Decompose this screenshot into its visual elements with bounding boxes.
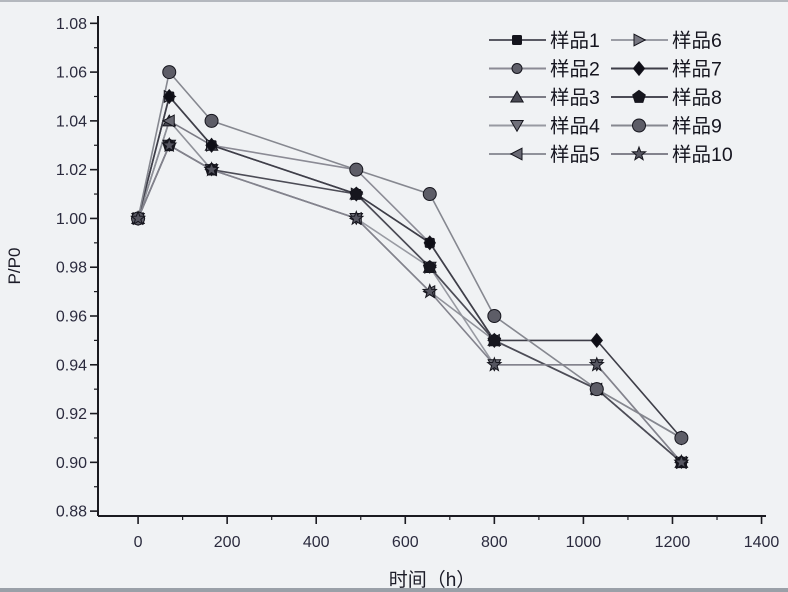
- series-line: [137, 95, 682, 463]
- y-tick-label: 1.06: [56, 65, 87, 82]
- data-point-marker-diamond: [163, 88, 176, 105]
- legend-marker-triangle-down: [509, 120, 525, 133]
- y-tick-label: 0.96: [56, 309, 87, 326]
- legend-marker-triangle-left: [509, 147, 523, 161]
- data-point-marker-circle-lg: [349, 162, 364, 177]
- x-axis-title: 时间（h）: [389, 569, 476, 591]
- series-line: [137, 144, 683, 463]
- series-line: [137, 95, 683, 439]
- legend-marker-diamond: [632, 60, 646, 77]
- legend-item-label: 样品5: [550, 144, 600, 166]
- y-tick-label: 0.90: [56, 455, 87, 472]
- legend-item-label: 样品7: [672, 59, 722, 81]
- data-point-marker-triangle-left: [161, 114, 175, 128]
- y-axis-title: P/P0: [5, 248, 24, 285]
- data-point-marker-pentagon: [349, 186, 364, 200]
- legend-item-label: 样品3: [550, 87, 600, 109]
- x-tick-label: 1000: [566, 534, 602, 551]
- data-point-marker-circle-lg: [589, 382, 604, 397]
- data-point-marker-star: [421, 283, 438, 299]
- data-point-marker-pentagon: [487, 333, 502, 347]
- data-point-marker-circle-lg: [674, 430, 689, 445]
- series-line: [137, 144, 682, 463]
- legend-item-label: 样品1: [550, 30, 600, 52]
- series-line: [137, 95, 682, 463]
- series-line: [137, 144, 683, 463]
- legend-item-label: 样品6: [672, 30, 722, 52]
- top-edge-divider: [0, 0, 788, 2]
- data-point-marker-circle-lg: [162, 65, 177, 80]
- legend-marker-star: [630, 145, 648, 161]
- data-point-marker-star: [486, 356, 503, 372]
- x-tick-label: 400: [303, 534, 330, 551]
- legend-marker-circle-lg: [632, 118, 646, 133]
- legend-marker-triangle-right: [633, 33, 647, 47]
- data-point-marker-star: [588, 356, 605, 372]
- legend-item-label: 样品10: [672, 144, 733, 166]
- legend-marker-triangle-up: [509, 90, 525, 103]
- x-tick-label: 200: [214, 534, 241, 551]
- legend-item-label: 样品4: [550, 116, 600, 138]
- legend-item-label: 样品9: [672, 116, 722, 138]
- y-tick-label: 0.98: [56, 260, 87, 277]
- legend-marker-pentagon: [632, 89, 646, 103]
- legend-marker-square: [512, 35, 522, 45]
- y-tick-label: 1.00: [56, 211, 87, 228]
- y-tick-label: 0.94: [56, 357, 87, 374]
- plot-area: 0.88 0.90 0.92 0.94 0.96 0.98 1.00 1.02 1.04 1.06…: [56, 16, 780, 551]
- y-tick-label: 1.08: [56, 16, 87, 33]
- x-tick-label: 1200: [655, 534, 691, 551]
- legend-marker-circle: [511, 63, 523, 74]
- y-tick-label: 1.04: [56, 113, 87, 130]
- data-point-marker-circle-lg: [204, 113, 219, 128]
- y-tick-label: 0.92: [56, 406, 87, 423]
- data-point-marker-diamond: [423, 235, 437, 251]
- data-point-marker-circle-lg: [422, 187, 437, 202]
- x-tick-label: 0: [134, 534, 143, 551]
- data-point-marker-star: [130, 209, 147, 226]
- data-point-marker-circle-lg: [487, 309, 502, 323]
- y-tick-label: 0.88: [56, 504, 87, 521]
- data-point-marker-star: [161, 136, 178, 153]
- x-tick-label: 1400: [744, 534, 780, 551]
- bottom-edge-divider: [0, 588, 788, 592]
- data-point-marker-star: [673, 453, 690, 470]
- data-point-marker-star: [203, 161, 220, 177]
- data-point-marker-star: [348, 209, 365, 226]
- y-tick-label: 1.02: [56, 162, 87, 179]
- data-point-marker-diamond: [205, 137, 218, 153]
- data-point-marker-pentagon: [422, 260, 437, 274]
- legend-item-label: 样品8: [672, 87, 722, 109]
- legend-item-label: 样品2: [550, 59, 600, 81]
- x-tick-label: 600: [392, 534, 419, 551]
- series-line: [137, 71, 682, 439]
- data-point-marker-diamond: [590, 332, 604, 348]
- x-tick-label: 800: [481, 534, 508, 551]
